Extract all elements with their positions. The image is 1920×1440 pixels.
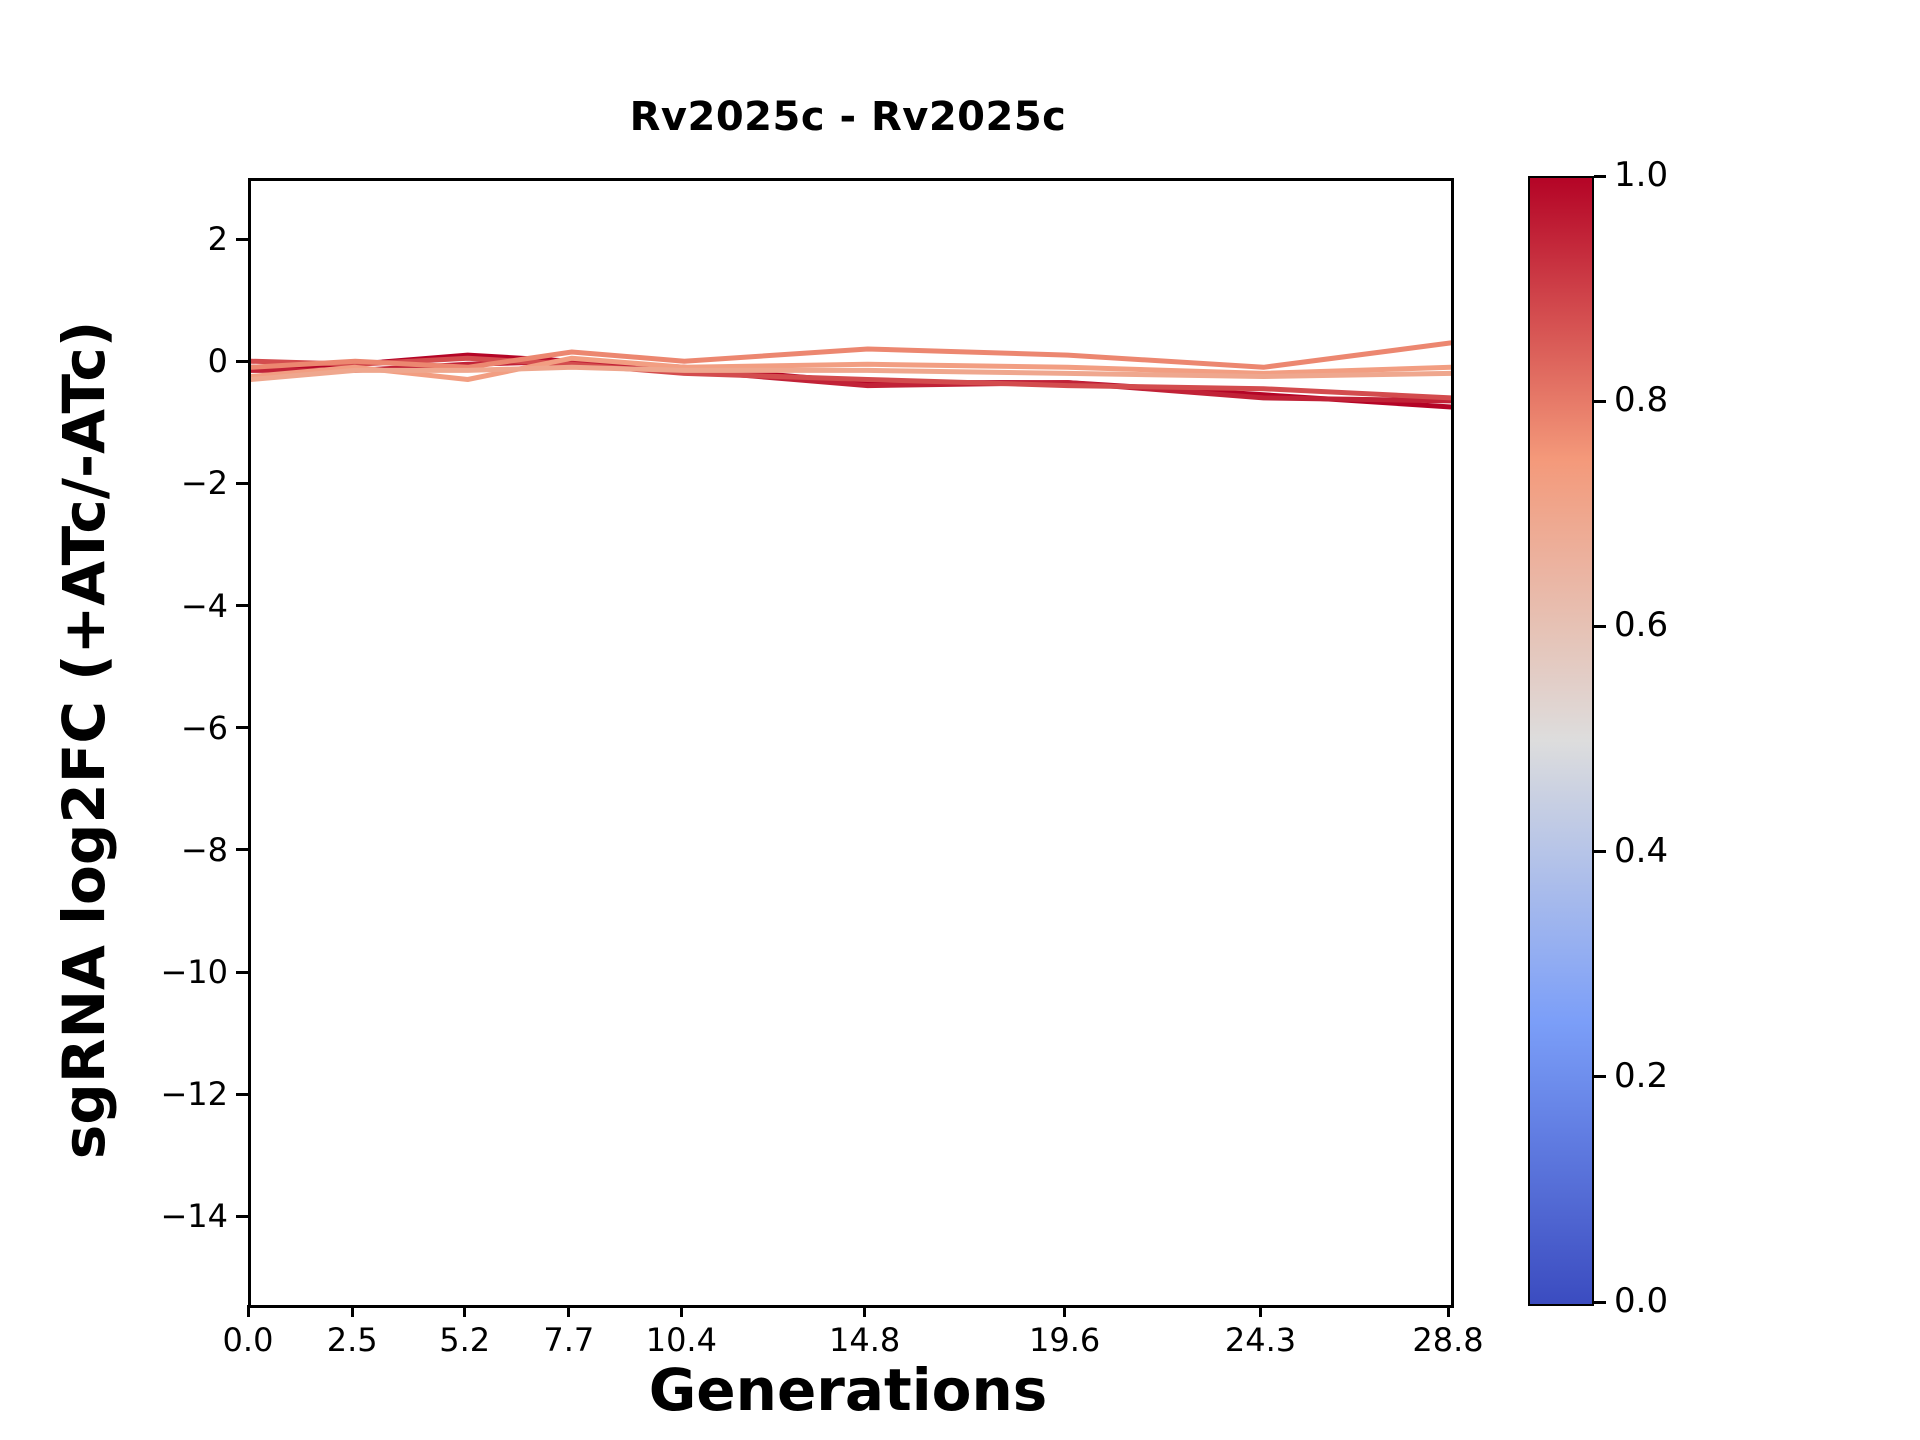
y-tick-mark: [236, 237, 248, 241]
y-tick-label: −8: [180, 830, 228, 869]
x-tick-mark: [1063, 1305, 1067, 1317]
y-tick-label: −4: [180, 586, 228, 625]
colorbar-tick-mark: [1594, 850, 1606, 854]
x-tick-label: 14.8: [829, 1321, 901, 1359]
colorbar-tick-label: 0.2: [1614, 1055, 1669, 1096]
y-tick-mark: [236, 359, 248, 363]
colorbar-tick-mark: [1594, 174, 1606, 178]
x-tick-mark: [1446, 1305, 1450, 1317]
x-tick-label: 19.6: [1029, 1321, 1101, 1359]
colorbar-tick-label: 0.0: [1614, 1281, 1669, 1321]
colorbar-tick-label: 0.8: [1614, 380, 1669, 421]
y-tick-mark: [236, 848, 248, 852]
colorbar-tick-label: 0.6: [1614, 605, 1669, 646]
x-tick-label: 7.7: [543, 1321, 595, 1359]
colorbar-tick-mark: [1594, 399, 1606, 403]
y-tick-label: 2: [207, 220, 228, 259]
x-tick-label: 28.8: [1412, 1321, 1484, 1359]
colorbar: [1528, 176, 1594, 1306]
x-tick-mark: [679, 1305, 683, 1317]
x-tick-mark: [350, 1305, 354, 1317]
colorbar-tick-mark: [1594, 1300, 1606, 1304]
series-line-sgRNA-6: [251, 364, 1451, 382]
x-tick-label: 5.2: [439, 1321, 491, 1359]
x-tick-label: 10.4: [645, 1321, 717, 1359]
x-tick-mark: [863, 1305, 867, 1317]
y-tick-mark: [236, 1214, 248, 1218]
chart-title: Rv2025c - Rv2025c: [629, 94, 1067, 140]
x-tick-mark: [463, 1305, 467, 1317]
colorbar-tick-mark: [1594, 624, 1606, 628]
x-tick-mark: [246, 1305, 250, 1317]
colorbar-tick-label: 0.4: [1614, 830, 1669, 871]
y-tick-label: −6: [180, 708, 228, 747]
y-tick-label: 0: [207, 342, 228, 381]
y-tick-mark: [236, 970, 248, 974]
colorbar-tick-mark: [1594, 1075, 1606, 1079]
y-tick-mark: [236, 481, 248, 485]
y-tick-label: −12: [160, 1075, 228, 1114]
x-axis-label: Generations: [648, 1356, 1048, 1424]
x-tick-label: 2.5: [326, 1321, 378, 1359]
series-line-sgRNA-4: [251, 340, 1451, 370]
y-tick-label: −14: [160, 1197, 228, 1236]
y-tick-label: −10: [160, 953, 228, 992]
line-series-plot: [251, 340, 1451, 410]
x-tick-mark: [1259, 1305, 1262, 1317]
x-tick-label: 0.0: [222, 1321, 274, 1359]
plot-area: [248, 178, 1454, 1308]
y-tick-mark: [236, 726, 248, 730]
x-tick-mark: [567, 1305, 571, 1317]
x-tick-label: 24.3: [1224, 1321, 1297, 1359]
colorbar-tick-label: 1.0: [1614, 155, 1669, 195]
y-tick-mark: [236, 604, 248, 608]
y-tick-label: −2: [180, 464, 228, 503]
y-tick-mark: [236, 1092, 248, 1096]
